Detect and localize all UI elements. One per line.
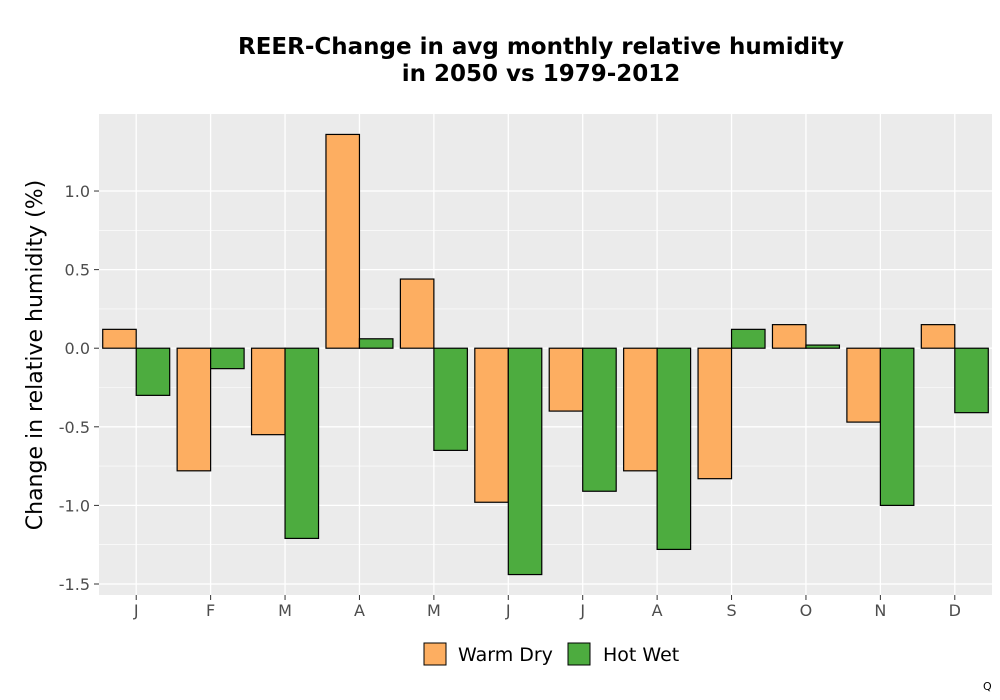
- x-tick-label: M: [427, 601, 441, 620]
- bar-warm-dry: [697, 347, 733, 480]
- legend-label-hot-wet: Hot Wet: [603, 644, 679, 666]
- y-tick-label: -0.5: [59, 418, 90, 437]
- x-tick-label: O: [800, 601, 813, 620]
- bar-warm-dry: [474, 347, 509, 503]
- bar-warm-dry: [623, 347, 658, 472]
- x-tick-label: A: [652, 601, 663, 620]
- legend-key-warm-dry: [423, 642, 447, 666]
- bar-warm-dry: [920, 324, 956, 349]
- corner-mark: Q: [983, 680, 992, 693]
- x-tick-label: M: [278, 601, 292, 620]
- plot-panel: [99, 114, 992, 595]
- x-tick-label: D: [949, 601, 961, 620]
- bar-hot-wet: [879, 347, 915, 507]
- grid-minor: [99, 230, 992, 545]
- y-tick-label: 0.0: [65, 339, 90, 358]
- bar-warm-dry: [102, 328, 137, 349]
- x-tick-label: N: [874, 601, 886, 620]
- legend-key-hot-wet: [567, 642, 591, 666]
- chart-title-line2: in 2050 vs 1979-2012: [402, 61, 681, 87]
- x-tick-label: S: [726, 601, 736, 620]
- bar-warm-dry: [399, 278, 435, 349]
- bar-warm-dry: [771, 324, 807, 349]
- y-tick-label: -1.0: [59, 496, 90, 515]
- y-tick-label: 1.0: [65, 182, 90, 201]
- y-tick-label: -1.5: [59, 575, 90, 594]
- bar-warm-dry: [325, 133, 361, 349]
- bar-warm-dry: [176, 347, 212, 472]
- bar-hot-wet: [656, 347, 692, 551]
- bar-hot-wet: [358, 338, 394, 349]
- legend-label-warm-dry: Warm Dry: [458, 644, 553, 666]
- bar-hot-wet: [210, 347, 245, 370]
- x-tick-label: J: [579, 601, 585, 620]
- bar-warm-dry: [548, 347, 584, 412]
- bar-hot-wet: [582, 347, 617, 492]
- bar-warm-dry: [250, 347, 286, 436]
- bar-hot-wet: [433, 347, 468, 451]
- bar-hot-wet: [507, 347, 543, 576]
- bar-hot-wet: [954, 347, 989, 414]
- chart-title-line1: REER-Change in avg monthly relative humi…: [238, 34, 844, 60]
- x-tick-label: F: [206, 601, 215, 620]
- x-tick-label: J: [133, 601, 139, 620]
- bar-warm-dry: [846, 347, 881, 423]
- legend: Warm Dry Hot Wet: [423, 642, 679, 666]
- bar-hot-wet: [284, 347, 320, 540]
- bar-hot-wet: [730, 328, 766, 349]
- y-axis-title: Change in relative humidity (%): [23, 180, 48, 530]
- bar-hot-wet: [135, 347, 171, 396]
- x-tick-label: A: [354, 601, 365, 620]
- y-axis: 1.0 0.5 0.0 -0.5 -1.0 -1.5: [59, 182, 99, 594]
- bar-hot-wet: [805, 344, 841, 349]
- bars: [102, 133, 989, 576]
- x-tick-label: J: [505, 601, 511, 620]
- y-tick-label: 0.5: [65, 261, 90, 280]
